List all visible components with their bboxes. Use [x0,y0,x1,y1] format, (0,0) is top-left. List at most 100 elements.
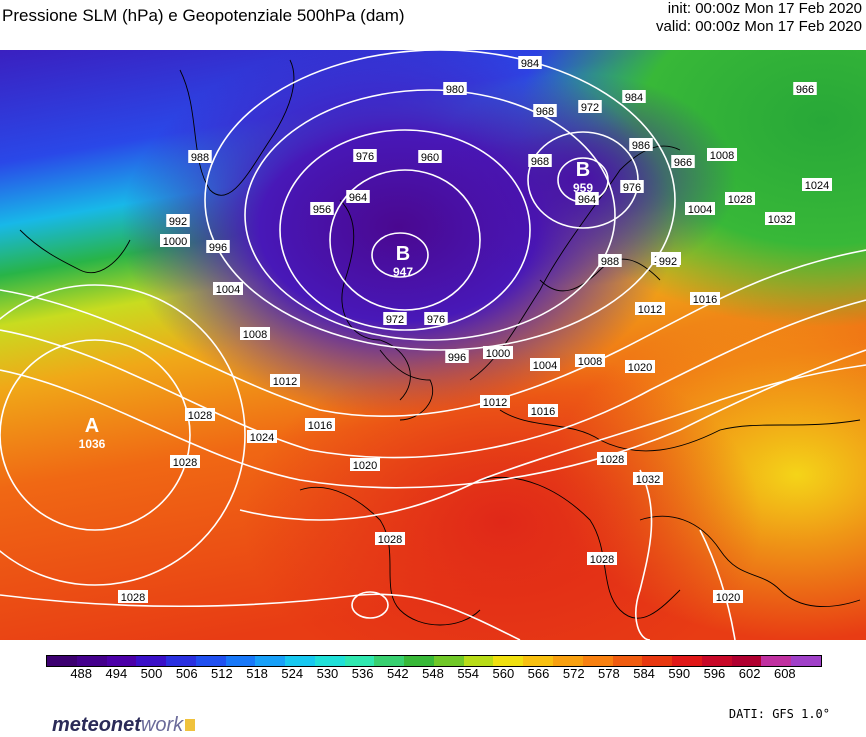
colorbar-tick-label: 584 [633,666,655,681]
isobar-label: 956 [310,202,334,216]
colorbar-swatch [47,656,77,666]
colorbar-swatch [761,656,792,666]
isobar-label: 1028 [725,192,755,206]
svg-text:1000: 1000 [486,348,510,360]
svg-text:1016: 1016 [693,294,717,306]
colorbar-swatch [433,656,464,666]
svg-text:960: 960 [421,152,439,164]
isobar-label: 1012 [635,302,665,316]
svg-text:988: 988 [191,152,209,164]
isobar-label: 1032 [633,472,663,486]
logo-accent: work [140,714,184,736]
colorbar-swatch [314,656,345,666]
svg-text:1012: 1012 [638,304,662,316]
svg-text:1028: 1028 [121,592,145,604]
colorbar-swatch [225,656,256,666]
isobar-label: 972 [578,100,602,114]
isobar-label: 1004 [685,202,715,216]
colorbar-tick-label: 494 [105,666,128,681]
svg-text:1020: 1020 [353,460,377,472]
colorbar-tick-label: 542 [386,666,409,681]
svg-text:947: 947 [393,265,413,279]
colorbar-swatch [553,656,583,666]
colorbar-swatch [463,656,494,666]
colorbar-tick-label: 590 [668,666,691,681]
weather-map: 984 980 968 972 968 976 960 964 956 988 992 996 1000… [0,50,866,640]
isobar-label: 988 [598,254,622,268]
isobar-label: 992 [656,254,680,268]
svg-text:1008: 1008 [578,356,602,368]
geopotential-colorbar [46,655,822,667]
colorbar-tick-label: 560 [492,666,515,681]
colorbar-swatch [612,656,643,666]
svg-text:968: 968 [531,156,549,168]
svg-text:1016: 1016 [531,406,555,418]
svg-text:1004: 1004 [533,360,557,372]
colorbar-swatch [582,656,613,666]
isobar-label: 996 [445,350,469,364]
isobar-label: 964 [346,190,370,204]
isobar-label: 1008 [707,148,737,162]
colorbar-tick-label: 572 [562,666,585,681]
svg-text:976: 976 [623,182,641,194]
colorbar-tick-label: 488 [70,666,93,681]
isobar-label: 1016 [690,292,720,306]
colorbar-tick-label: 512 [211,666,233,681]
isobar-label: 1028 [597,452,627,466]
svg-text:1012: 1012 [483,397,507,409]
isobar-label: 984 [622,90,646,104]
svg-text:1012: 1012 [273,376,297,388]
colorbar-swatch [642,656,673,666]
colorbar-swatch [791,656,821,666]
svg-text:964: 964 [349,192,367,204]
colorbar-swatch [285,656,315,666]
svg-text:1004: 1004 [688,204,712,216]
colorbar-swatch [523,656,554,666]
isobar-label: 972 [383,312,407,326]
isobar-label: 1004 [213,282,243,296]
svg-text:964: 964 [578,194,596,206]
colorbar-swatch [731,656,762,666]
svg-text:1028: 1028 [728,194,752,206]
isobar-label: 976 [353,149,377,163]
colorbar-swatch [76,656,107,666]
isobar-label: 1028 [587,552,617,566]
isobar-label: 988 [188,150,212,164]
svg-text:984: 984 [625,92,643,104]
colorbar-swatch [701,656,732,666]
svg-text:1008: 1008 [243,329,267,341]
svg-text:1024: 1024 [805,180,829,192]
svg-text:972: 972 [386,314,404,326]
logo-main: meteonet [52,714,141,736]
colorbar-swatch [404,656,434,666]
isobar-label: 1008 [240,327,270,341]
isobar-label: 1012 [480,395,510,409]
chart-title: Pressione SLM (hPa) e Geopotenziale 500h… [2,6,405,25]
isobar-label: 1000 [483,346,513,360]
isobar-label: 1032 [765,212,795,226]
svg-text:984: 984 [521,58,539,70]
isobar-label: 1008 [575,354,605,368]
svg-text:972: 972 [581,102,599,114]
svg-text:976: 976 [356,151,374,163]
svg-text:1032: 1032 [636,474,660,486]
svg-text:1020: 1020 [628,362,652,374]
data-source: DATI: GFS 1.0° [728,707,830,721]
isobar-label: 1020 [625,360,655,374]
isobar-label: 1016 [305,418,335,432]
isobar-label: 1028 [118,590,148,604]
isobar-labels: 984 980 968 972 968 976 960 964 956 988 992 996 1000… [118,56,832,604]
isobar-label: 968 [528,154,552,168]
isobar-label: 976 [620,180,644,194]
isobar-label: 1012 [270,374,300,388]
svg-text:1028: 1028 [590,554,614,566]
svg-text:986: 986 [632,140,650,152]
svg-text:988: 988 [601,256,619,268]
isobars [0,50,866,640]
isobar-label: 1020 [713,590,743,604]
isobar-label: 986 [629,138,653,152]
svg-text:996: 996 [209,242,227,254]
